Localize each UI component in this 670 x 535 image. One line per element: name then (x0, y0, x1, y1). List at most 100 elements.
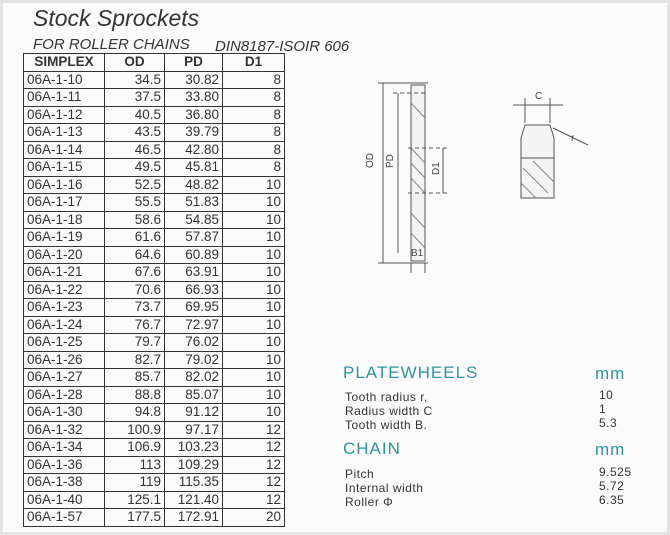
spec-value: 9.525 (599, 465, 632, 479)
table-cell: 12 (222, 438, 285, 457)
table-row: 06A-1-32 100.9 97.17 12 (23, 420, 285, 439)
table-cell: 06A-1-12 (23, 105, 105, 124)
table-row: 06A-1-34 106.9 103.23 12 (23, 438, 285, 457)
section-title: PLATEWHEELS (343, 363, 479, 382)
table-row: 06A-1-24 76.7 72.97 10 (23, 315, 285, 334)
table-row: 06A-1-20 64.6 60.89 10 (23, 245, 285, 264)
section-unit: mm (595, 364, 626, 383)
table-cell: 125.1 (104, 490, 165, 509)
table-cell: 97.17 (164, 420, 223, 439)
table-cell: 103.23 (164, 438, 223, 457)
spec-label: Tooth radius r, (345, 390, 428, 404)
table-cell: 46.5 (104, 140, 165, 159)
table-cell: 10 (222, 315, 285, 334)
column-header: D1 (222, 53, 285, 72)
table-cell: 8 (222, 123, 285, 142)
table-cell: 06A-1-22 (23, 280, 105, 299)
table-cell: 79.02 (164, 350, 223, 369)
table-cell: 10 (222, 245, 285, 264)
table-cell: 63.91 (164, 263, 223, 282)
spec-label: Tooth width B. (345, 418, 428, 432)
table-cell: 06A-1-34 (23, 438, 105, 457)
table-cell: 06A-1-27 (23, 368, 105, 387)
table-cell: 06A-1-38 (23, 473, 105, 492)
table-cell: 06A-1-20 (23, 245, 105, 264)
table-cell: 69.95 (164, 298, 223, 317)
sprocket-table: SIMPLEX OD PD D1 06A-1-10 34.5 30.82 8 06A-1-11… (23, 53, 285, 527)
table-body: 06A-1-10 34.5 30.82 8 06A-1-11 37.5 33.80 8 06A-… (23, 70, 285, 527)
table-cell: 51.83 (164, 193, 223, 212)
table-cell: 76.7 (104, 315, 165, 334)
table-cell: 119 (104, 473, 165, 492)
table-cell: 06A-1-40 (23, 490, 105, 509)
table-row: 06A-1-40 125.1 121.40 12 (23, 490, 285, 509)
table-cell: 06A-1-18 (23, 210, 105, 229)
table-cell: 12 (222, 473, 285, 492)
table-cell: 76.02 (164, 333, 223, 352)
subtitle: FOR ROLLER CHAINS (33, 36, 190, 53)
table-cell: 79.7 (104, 333, 165, 352)
table-cell: 10 (222, 350, 285, 369)
table-cell: 06A-1-30 (23, 403, 105, 422)
table-row: 06A-1-26 82.7 79.02 10 (23, 350, 285, 369)
table-row: 06A-1-21 67.6 63.91 10 (23, 263, 285, 282)
table-cell: 45.81 (164, 158, 223, 177)
table-cell: 48.82 (164, 175, 223, 194)
table-cell: 42.80 (164, 140, 223, 159)
table-row: 06A-1-36 113 109.29 12 (23, 455, 285, 474)
table-cell: 54.85 (164, 210, 223, 229)
table-cell: 91.12 (164, 403, 223, 422)
table-cell: 06A-1-19 (23, 228, 105, 247)
table-cell: 33.80 (164, 88, 223, 107)
table-cell: 20 (222, 508, 285, 527)
table-cell: 06A-1-36 (23, 455, 105, 474)
spec-value: 1 (599, 402, 607, 416)
table-row: 06A-1-27 85.7 82.02 10 (23, 368, 285, 387)
table-cell: 10 (222, 228, 285, 247)
table-cell: 10 (222, 403, 285, 422)
table-cell: 8 (222, 158, 285, 177)
table-cell: 8 (222, 70, 285, 89)
table-row: 06A-1-11 37.5 33.80 8 (23, 88, 285, 107)
table-cell: 100.9 (104, 420, 165, 439)
table-cell: 57.87 (164, 228, 223, 247)
table-cell: 06A-1-13 (23, 123, 105, 142)
table-row: 06A-1-17 55.5 51.83 10 (23, 193, 285, 212)
table-row: 06A-1-18 58.6 54.85 10 (23, 210, 285, 229)
table-cell: 06A-1-57 (23, 508, 105, 527)
table-cell: 66.93 (164, 280, 223, 299)
table-cell: 06A-1-15 (23, 158, 105, 177)
table-cell: 61.6 (104, 228, 165, 247)
table-cell: 06A-1-32 (23, 420, 105, 439)
section-unit: mm (595, 440, 626, 459)
table-cell: 67.6 (104, 263, 165, 282)
title: Stock Sprockets (33, 5, 200, 31)
table-row: 06A-1-25 79.7 76.02 10 (23, 333, 285, 352)
spec-value: 5.3 (599, 416, 618, 430)
table-cell: 177.5 (104, 508, 165, 527)
column-header: PD (164, 53, 223, 72)
table-cell: 06A-1-17 (23, 193, 105, 212)
spec-label: Radius width C (345, 404, 433, 418)
table-cell: 12 (222, 490, 285, 509)
table-cell: 88.8 (104, 385, 165, 404)
table-cell: 8 (222, 105, 285, 124)
table-cell: 10 (222, 385, 285, 404)
table-cell: 82.02 (164, 368, 223, 387)
table-cell: 10 (222, 193, 285, 212)
table-cell: 115.35 (164, 473, 223, 492)
table-row: 06A-1-22 70.6 66.93 10 (23, 280, 285, 299)
table-row: 06A-1-30 94.8 91.12 10 (23, 403, 285, 422)
column-header: SIMPLEX (23, 53, 105, 72)
table-cell: 10 (222, 175, 285, 194)
table-cell: 34.5 (104, 70, 165, 89)
table-cell: 106.9 (104, 438, 165, 457)
table-row: 06A-1-12 40.5 36.80 8 (23, 105, 285, 124)
diagram: OD PD D1 B1 C r (365, 82, 589, 273)
table-cell: 113 (104, 455, 165, 474)
header-row: SIMPLEX OD PD D1 (23, 53, 285, 72)
table-cell: 73.7 (104, 298, 165, 317)
table-cell: 8 (222, 140, 285, 159)
table-cell: 72.97 (164, 315, 223, 334)
